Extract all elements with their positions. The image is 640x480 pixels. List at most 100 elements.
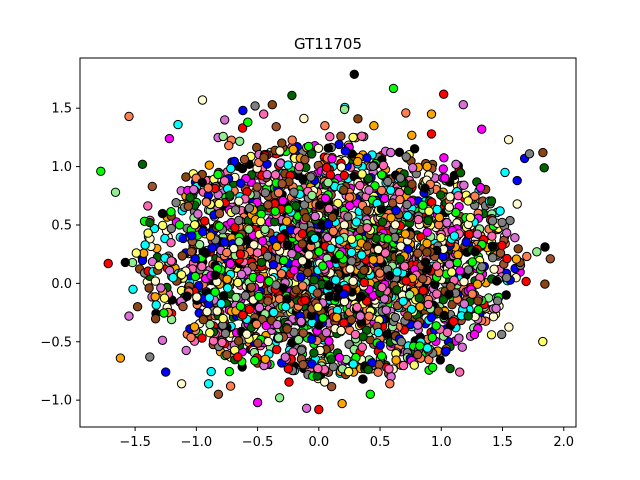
data-point xyxy=(368,161,378,172)
data-point xyxy=(364,311,374,321)
data-point xyxy=(386,147,396,158)
data-point xyxy=(348,359,358,369)
data-point xyxy=(438,164,448,174)
data-point xyxy=(150,314,161,324)
data-point xyxy=(440,173,450,183)
data-point xyxy=(475,182,486,193)
data-point xyxy=(324,336,334,346)
data-point xyxy=(408,163,418,173)
y-tick-label: 1.5 xyxy=(51,102,72,117)
data-point xyxy=(132,302,143,312)
data-point xyxy=(491,303,501,314)
data-point xyxy=(381,305,391,315)
data-point xyxy=(423,299,434,310)
data-point xyxy=(339,185,349,195)
data-point xyxy=(344,366,354,377)
data-point xyxy=(197,333,207,343)
data-point xyxy=(309,348,319,358)
data-point xyxy=(324,203,334,214)
data-point xyxy=(422,238,432,249)
data-point xyxy=(377,170,387,180)
y-axis: −1.0 −0.5 0.0 0.5 1.0 1.5 xyxy=(40,102,80,409)
data-point xyxy=(413,214,424,225)
data-point xyxy=(326,381,337,392)
data-point xyxy=(283,160,293,170)
data-point xyxy=(545,254,555,264)
data-point xyxy=(185,192,195,203)
data-point xyxy=(358,374,368,384)
data-point xyxy=(337,398,347,409)
data-point xyxy=(267,100,277,110)
data-point xyxy=(447,267,457,277)
data-point xyxy=(144,283,154,293)
data-point xyxy=(173,119,183,130)
data-point xyxy=(240,291,251,301)
data-point xyxy=(418,200,428,210)
data-point xyxy=(436,233,446,243)
data-point xyxy=(385,379,395,389)
data-point xyxy=(291,201,301,211)
data-point xyxy=(377,282,387,293)
data-point xyxy=(197,95,208,105)
data-point xyxy=(373,327,384,338)
data-point xyxy=(181,345,191,356)
data-point xyxy=(270,170,281,180)
data-point xyxy=(289,187,299,197)
data-point xyxy=(413,320,423,330)
data-point xyxy=(312,371,322,381)
data-point xyxy=(181,172,191,182)
data-point xyxy=(340,146,351,156)
y-tick-label: 0.5 xyxy=(51,218,72,233)
data-point xyxy=(364,185,374,195)
x-tick-label: 0.0 xyxy=(308,435,329,450)
data-point xyxy=(203,379,214,389)
data-point xyxy=(513,244,523,254)
data-point xyxy=(300,295,310,305)
data-point xyxy=(401,152,411,162)
data-point xyxy=(190,271,201,282)
data-point xyxy=(472,229,483,239)
data-point xyxy=(439,310,449,321)
data-point xyxy=(145,352,155,362)
data-point xyxy=(246,282,257,292)
data-point xyxy=(272,241,282,252)
data-point xyxy=(428,362,438,373)
data-point xyxy=(492,296,503,306)
data-point xyxy=(151,300,161,310)
data-point xyxy=(418,274,428,284)
data-point xyxy=(469,329,480,340)
data-point xyxy=(334,235,345,245)
data-point xyxy=(161,367,171,377)
data-point xyxy=(477,262,487,272)
data-point xyxy=(334,139,344,150)
data-point xyxy=(214,221,225,231)
data-point xyxy=(264,276,274,287)
data-point xyxy=(282,216,292,226)
data-point xyxy=(375,340,385,350)
x-tick-label: −1.0 xyxy=(181,435,213,450)
data-point xyxy=(237,123,248,133)
data-point xyxy=(377,185,387,196)
data-point xyxy=(243,117,253,127)
data-point xyxy=(314,320,324,330)
x-tick-label: −1.5 xyxy=(119,435,151,450)
data-point xyxy=(164,133,175,144)
data-point xyxy=(432,204,442,215)
data-point xyxy=(307,190,317,201)
data-point xyxy=(353,114,363,124)
data-point xyxy=(313,143,324,154)
data-point xyxy=(348,276,358,286)
data-point xyxy=(252,182,262,192)
data-point xyxy=(339,170,349,181)
data-point xyxy=(431,321,441,331)
data-point xyxy=(287,90,297,101)
data-point xyxy=(331,275,341,285)
data-point xyxy=(263,200,273,210)
data-point xyxy=(326,354,336,364)
data-point xyxy=(306,172,316,182)
data-point xyxy=(281,302,291,312)
data-point xyxy=(502,253,512,264)
data-point xyxy=(501,290,511,300)
data-point xyxy=(355,180,365,191)
data-point xyxy=(403,244,413,254)
